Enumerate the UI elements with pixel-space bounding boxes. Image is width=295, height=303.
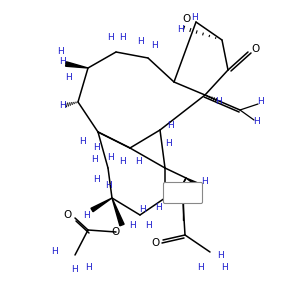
Text: H: H bbox=[222, 264, 228, 272]
Text: H: H bbox=[137, 38, 143, 46]
Text: H: H bbox=[192, 14, 198, 22]
Text: O: O bbox=[251, 44, 259, 54]
Text: H: H bbox=[93, 144, 99, 152]
Text: H: H bbox=[72, 265, 78, 275]
Text: H: H bbox=[85, 264, 91, 272]
Text: H: H bbox=[217, 251, 223, 259]
Text: H: H bbox=[177, 25, 183, 35]
Text: H: H bbox=[155, 204, 161, 212]
Text: H: H bbox=[253, 118, 259, 126]
Text: H: H bbox=[106, 34, 113, 42]
Text: H: H bbox=[135, 158, 141, 167]
Text: H: H bbox=[152, 41, 158, 49]
Text: H: H bbox=[92, 155, 98, 165]
Text: H: H bbox=[59, 58, 65, 66]
Text: O: O bbox=[112, 227, 120, 237]
Text: H: H bbox=[201, 178, 207, 187]
Text: H: H bbox=[83, 211, 90, 221]
Text: H: H bbox=[59, 102, 65, 111]
Polygon shape bbox=[112, 198, 124, 226]
Text: H: H bbox=[215, 98, 221, 106]
Text: O: O bbox=[183, 14, 191, 24]
Text: H: H bbox=[193, 189, 199, 198]
Text: H: H bbox=[52, 248, 58, 257]
Text: H: H bbox=[105, 181, 112, 189]
Text: H: H bbox=[145, 221, 151, 229]
FancyBboxPatch shape bbox=[163, 182, 202, 204]
Text: H: H bbox=[119, 34, 125, 42]
Text: H: H bbox=[129, 221, 135, 229]
Text: H: H bbox=[57, 48, 63, 56]
Polygon shape bbox=[186, 178, 201, 188]
Text: H: H bbox=[197, 262, 203, 271]
Text: H: H bbox=[65, 74, 71, 82]
Text: H: H bbox=[106, 152, 113, 161]
Text: H: H bbox=[93, 175, 99, 185]
Text: H: H bbox=[139, 205, 145, 215]
Text: H: H bbox=[119, 158, 125, 167]
Text: H: H bbox=[79, 138, 85, 146]
Text: O: O bbox=[151, 238, 159, 248]
Text: H: H bbox=[165, 138, 171, 148]
Text: H: H bbox=[258, 98, 264, 106]
Polygon shape bbox=[65, 62, 88, 68]
Text: H: H bbox=[167, 121, 173, 129]
Text: O: O bbox=[63, 210, 71, 220]
Polygon shape bbox=[91, 198, 112, 212]
Text: OBs: OBs bbox=[176, 188, 191, 198]
